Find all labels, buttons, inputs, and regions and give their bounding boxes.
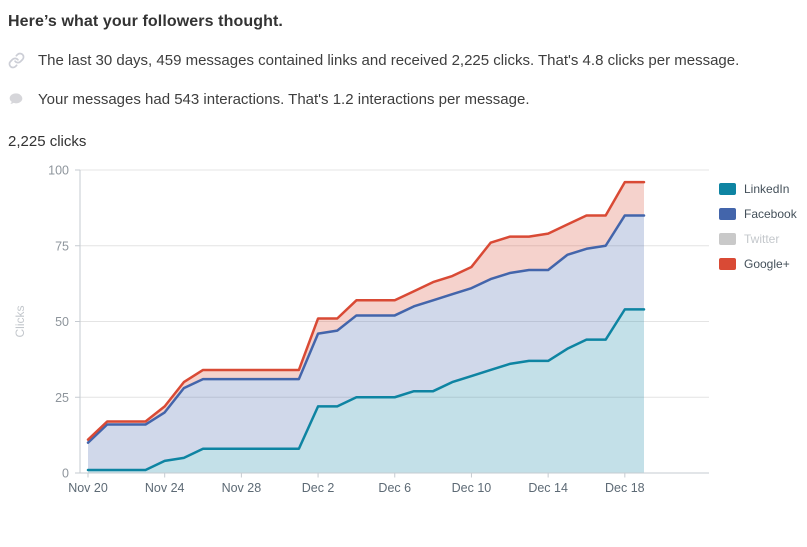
x-tick-label: Nov 28 bbox=[222, 481, 262, 495]
legend-item-google[interactable]: Google+ bbox=[719, 255, 807, 273]
clicks-chart: 0 25 50 75 100 Nov 20 Nov 24 Nov 28 Dec 2 Dec 6 De… bbox=[8, 164, 807, 511]
legend-label-facebook: Facebook bbox=[744, 207, 797, 221]
x-tick-label: Nov 20 bbox=[68, 481, 108, 495]
legend-swatch-google bbox=[719, 258, 736, 270]
insight-link-clicks-text: The last 30 days, 459 messages contained… bbox=[38, 52, 740, 69]
y-axis-title: Clicks bbox=[13, 306, 27, 338]
line-google bbox=[86, 180, 646, 441]
chart-legend: LinkedIn Facebook Twitter Google+ bbox=[719, 164, 807, 511]
x-tick-label: Dec 18 bbox=[605, 481, 645, 495]
page-title: Here’s what your followers thought. bbox=[8, 13, 283, 30]
followers-report-section: Here’s what your followers thought. The … bbox=[8, 10, 807, 511]
y-tick-label: 50 bbox=[55, 315, 69, 329]
area-linkedin bbox=[88, 309, 644, 473]
insight-interactions-text: Your messages had 543 interactions. That… bbox=[38, 91, 530, 108]
legend-swatch-twitter bbox=[719, 233, 736, 245]
legend-label-google: Google+ bbox=[744, 257, 790, 271]
legend-item-facebook[interactable]: Facebook bbox=[719, 205, 807, 223]
legend-swatch-linkedin bbox=[719, 183, 736, 195]
legend-swatch-facebook bbox=[719, 208, 736, 220]
x-tick-label: Dec 2 bbox=[302, 481, 335, 495]
y-tick-label: 100 bbox=[48, 164, 69, 178]
speech-bubble-icon bbox=[8, 87, 38, 107]
insight-interactions: Your messages had 543 interactions. That… bbox=[8, 87, 807, 113]
x-tick-label: Dec 10 bbox=[452, 481, 492, 495]
link-icon bbox=[8, 48, 38, 69]
y-tick-label: 0 bbox=[62, 467, 69, 481]
y-tick-label: 25 bbox=[55, 391, 69, 405]
legend-label-twitter: Twitter bbox=[744, 232, 780, 246]
line-facebook bbox=[86, 214, 646, 444]
legend-item-twitter[interactable]: Twitter bbox=[719, 230, 807, 248]
legend-item-linkedin[interactable]: LinkedIn bbox=[719, 180, 807, 198]
line-linkedin bbox=[86, 308, 646, 472]
x-tick-label: Dec 14 bbox=[528, 481, 568, 495]
area-facebook bbox=[88, 215, 644, 470]
area-google bbox=[88, 182, 644, 443]
clicks-total-label: 2,225 clicks bbox=[8, 133, 87, 150]
y-tick-label: 75 bbox=[55, 239, 69, 253]
legend-label-linkedin: LinkedIn bbox=[744, 182, 790, 196]
x-tick-label: Nov 24 bbox=[145, 481, 185, 495]
clicks-chart-svg: 0 25 50 75 100 Nov 20 Nov 24 Nov 28 Dec 2 Dec 6 De… bbox=[13, 164, 709, 495]
x-tick-label: Dec 6 bbox=[378, 481, 411, 495]
insight-link-clicks: The last 30 days, 459 messages contained… bbox=[8, 48, 807, 74]
